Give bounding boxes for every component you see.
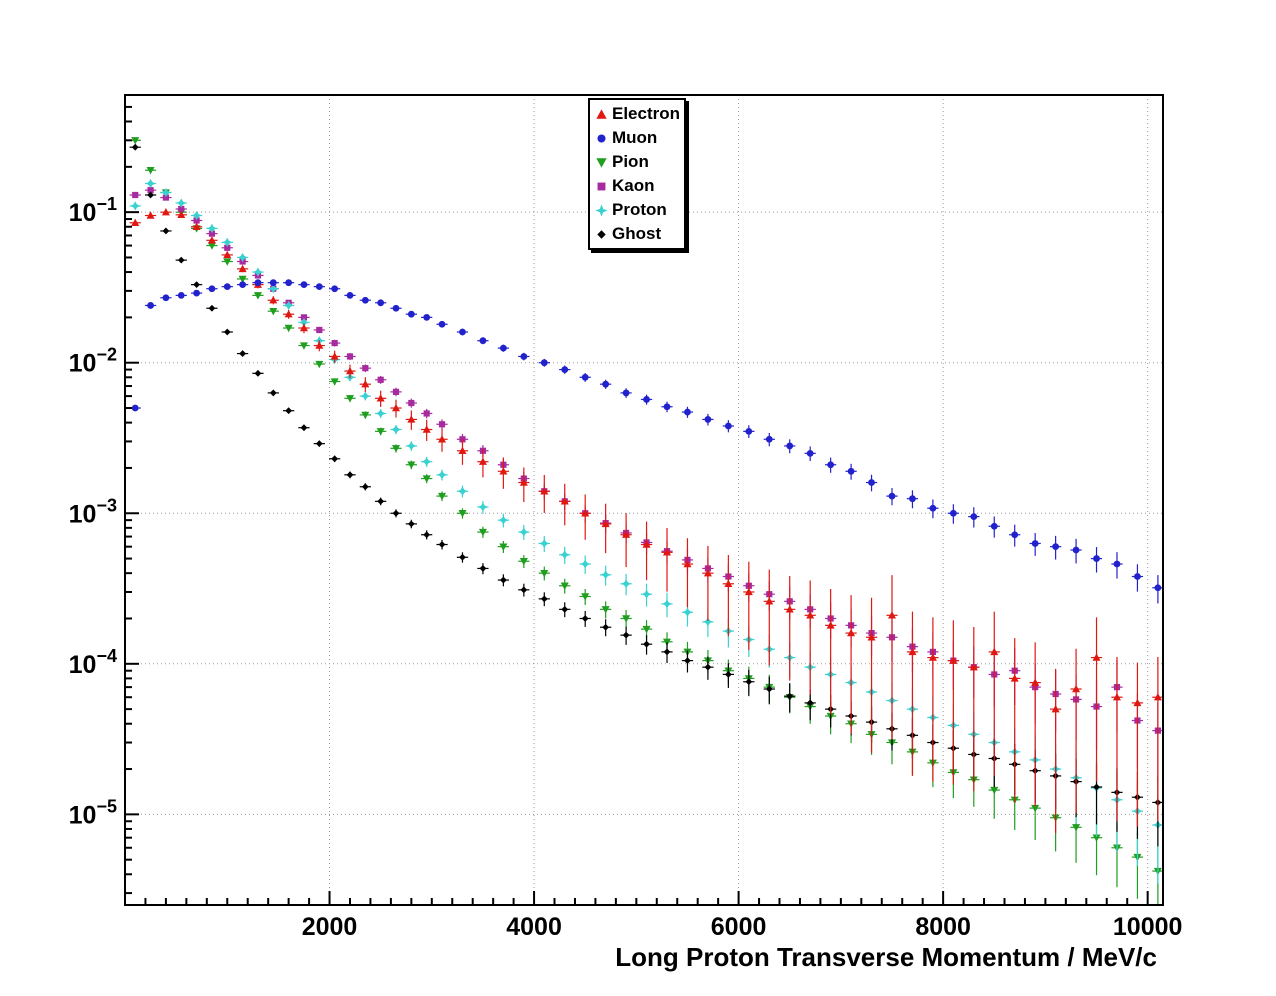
y-tick-label: 10−2 — [69, 345, 117, 378]
axis-ticks — [126, 105, 1149, 904]
x-tick-label: 4000 — [506, 913, 562, 941]
series-electron — [129, 207, 1163, 834]
legend-label-electron: Electron — [612, 104, 681, 123]
legend-item-ghost: Ghost — [590, 222, 684, 246]
y-tick-label: 10−4 — [69, 646, 117, 679]
legend: Electron Muon Pion Kaon Proton Ghost — [588, 98, 686, 250]
legend-item-proton: Proton — [590, 198, 684, 222]
series-muon — [129, 279, 1163, 604]
x-tick-label: 8000 — [915, 913, 971, 941]
legend-item-electron: Electron — [590, 102, 684, 126]
legend-label-kaon: Kaon — [612, 176, 655, 195]
legend-label-muon: Muon — [612, 128, 658, 147]
x-tick-label: 6000 — [711, 913, 767, 941]
x-axis-title: Long Proton Transverse Momentum / MeV/c — [615, 942, 1157, 972]
axis-labels: 10−1 10−2 10−3 10−4 10−5 2000 4000 6000 8000 1000… — [69, 194, 1183, 972]
plot-frame — [124, 94, 1164, 906]
proton-marker-icon — [595, 203, 608, 217]
x-tick-label: 2000 — [302, 913, 358, 941]
legend-label-ghost: Ghost — [612, 224, 662, 243]
legend-label-proton: Proton — [612, 200, 667, 219]
legend-item-pion: Pion — [590, 150, 684, 174]
legend-label-pion: Pion — [612, 152, 649, 171]
y-tick-label: 10−1 — [69, 194, 117, 227]
electron-marker-icon — [596, 108, 607, 119]
pion-marker-icon — [596, 157, 607, 168]
legend-item-muon: Muon — [590, 126, 684, 150]
gridlines — [125, 95, 1163, 905]
y-tick-label: 10−3 — [69, 495, 117, 528]
ghost-marker-icon — [597, 229, 606, 239]
legend-item-kaon: Kaon — [590, 174, 684, 198]
kaon-marker-icon — [597, 182, 606, 190]
x-tick-label: 10000 — [1113, 913, 1183, 941]
y-tick-label: 10−5 — [69, 796, 117, 829]
muon-marker-icon — [597, 133, 606, 143]
